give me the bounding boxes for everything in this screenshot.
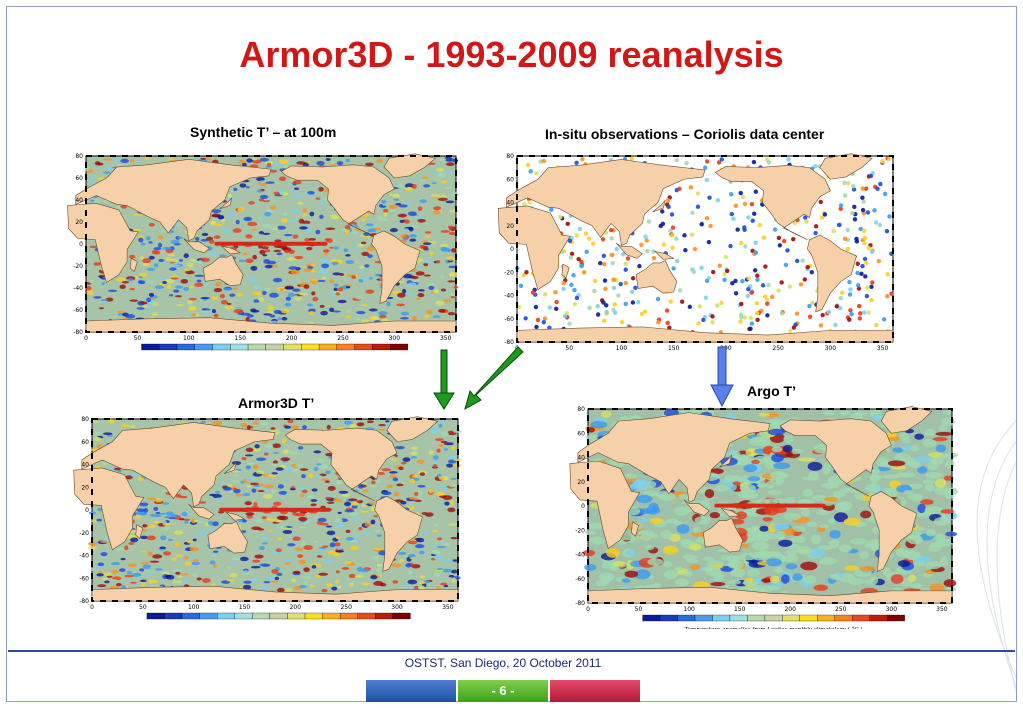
y-tick-label: 80 <box>577 406 585 413</box>
y-tick-label: 40 <box>506 200 514 207</box>
y-tick-label: 0 <box>85 507 89 514</box>
y-tick-label: -60 <box>73 307 83 314</box>
y-tick-label: -20 <box>73 263 83 270</box>
x-tick-label: 200 <box>784 606 796 613</box>
y-tick-label: -60 <box>79 575 89 582</box>
x-tick-label: 250 <box>772 345 784 352</box>
y-tick-label: -20 <box>575 527 585 534</box>
y-tick-label: -40 <box>575 552 585 559</box>
x-tick-label: 0 <box>84 335 88 342</box>
map-argo-temperature: 80 60 40 20 0 -20 -40 -60 -80 0 50 100 150 200 250 300 3… <box>566 405 964 629</box>
map-synthetic-temperature: 80 60 40 20 0 -20 -40 -60 -80 0 50 100 150 200 250 300 3… <box>64 152 468 358</box>
x-tick-label: 200 <box>286 335 298 342</box>
y-tick-label: 40 <box>75 197 83 204</box>
footer-divider <box>8 650 1015 652</box>
x-tick-label: 100 <box>683 606 695 613</box>
arrow-group <box>433 346 524 411</box>
x-tick-label: 100 <box>188 604 200 611</box>
green-arrow-down <box>433 349 455 410</box>
x-tick-label: 50 <box>565 345 573 352</box>
y-tick-label: -80 <box>73 329 83 336</box>
caption-armor: Armor3D T’ <box>238 395 315 411</box>
colorbar: Temperature anomalies from Levitus month… <box>642 614 905 629</box>
y-tick-label: 60 <box>81 439 89 446</box>
x-tick-label: 150 <box>239 604 251 611</box>
continents <box>497 153 894 343</box>
x-tick-label: 250 <box>340 604 352 611</box>
map-insitu-observations: 806040200-20-40-60-800501001502002503003… <box>495 152 905 352</box>
x-tick-label: 100 <box>183 335 195 342</box>
anomaly-field <box>515 156 894 335</box>
x-tick-label: 150 <box>734 606 746 613</box>
x-tick-label: 0 <box>586 606 590 613</box>
y-tick-label: 60 <box>506 176 514 183</box>
y-tick-label: 40 <box>577 455 585 462</box>
x-tick-label: 250 <box>337 335 349 342</box>
y-tick-label: 0 <box>510 246 514 253</box>
x-tick-label: 350 <box>442 604 454 611</box>
map-armor3d-temperature: 80 60 40 20 0 -20 -40 -60 -80 0 50 100 150 200 250 300 3… <box>70 415 470 627</box>
y-tick-label: -80 <box>504 339 514 346</box>
x-tick-label: 300 <box>391 604 403 611</box>
x-tick-label: 50 <box>635 606 643 613</box>
x-tick-label: 50 <box>134 335 142 342</box>
y-tick-label: 40 <box>81 462 89 469</box>
y-tick-label: -20 <box>79 530 89 537</box>
y-tick-label: -60 <box>504 316 514 323</box>
colorbar <box>141 343 409 351</box>
footer-bar-red <box>550 680 640 702</box>
y-tick-label: 20 <box>506 223 514 230</box>
y-tick-label: -40 <box>504 293 514 300</box>
x-tick-label: 250 <box>835 606 847 613</box>
x-tick-label: 150 <box>234 335 246 342</box>
y-tick-label: 80 <box>506 153 514 160</box>
y-tick-label: -40 <box>79 553 89 560</box>
green-arrow-diagonal <box>464 346 524 411</box>
y-tick-label: -60 <box>575 576 585 583</box>
slide-title: Armor3D - 1993-2009 reanalysis <box>239 34 784 75</box>
y-tick-label: 80 <box>81 416 89 423</box>
decorative-lines <box>976 419 1017 696</box>
y-tick-label: 20 <box>81 484 89 491</box>
continents <box>569 406 953 604</box>
y-tick-label: 0 <box>79 241 83 248</box>
x-tick-label: 350 <box>936 606 948 613</box>
y-tick-label: 20 <box>577 479 585 486</box>
colorbar <box>146 612 411 620</box>
footer-event: OSTST, San Diego, 20 October 2011 <box>404 656 602 670</box>
caption-argo: Argo T’ <box>747 383 796 399</box>
y-tick-label: -80 <box>575 600 585 607</box>
x-tick-label: 0 <box>90 604 94 611</box>
y-tick-label: 60 <box>577 430 585 437</box>
continents <box>73 416 459 602</box>
y-tick-label: 0 <box>581 503 585 510</box>
caption-insitu: In-situ observations – Coriolis data cen… <box>545 126 825 142</box>
blue-arrow-down <box>710 346 734 408</box>
x-tick-label: 300 <box>886 606 898 613</box>
x-tick-label: 350 <box>440 335 452 342</box>
x-tick-label: 100 <box>616 345 628 352</box>
x-tick-label: 50 <box>139 604 147 611</box>
y-tick-label: 60 <box>75 175 83 182</box>
x-tick-label: 150 <box>668 345 680 352</box>
y-tick-label: 20 <box>75 219 83 226</box>
caption-synthetic: Synthetic T’ – at 100m <box>190 124 337 140</box>
x-tick-label: 350 <box>877 345 889 352</box>
x-tick-label: 300 <box>389 335 401 342</box>
y-tick-label: -40 <box>73 285 83 292</box>
footer-bar-blue <box>366 680 456 702</box>
y-tick-label: 80 <box>75 153 83 160</box>
x-tick-label: 300 <box>825 345 837 352</box>
y-tick-label: -80 <box>79 598 89 605</box>
x-tick-label: 200 <box>290 604 302 611</box>
y-tick-label: -20 <box>504 269 514 276</box>
colorbar-label: Temperature anomalies from Levitus month… <box>685 626 863 629</box>
page-number: - 6 - <box>458 680 548 702</box>
